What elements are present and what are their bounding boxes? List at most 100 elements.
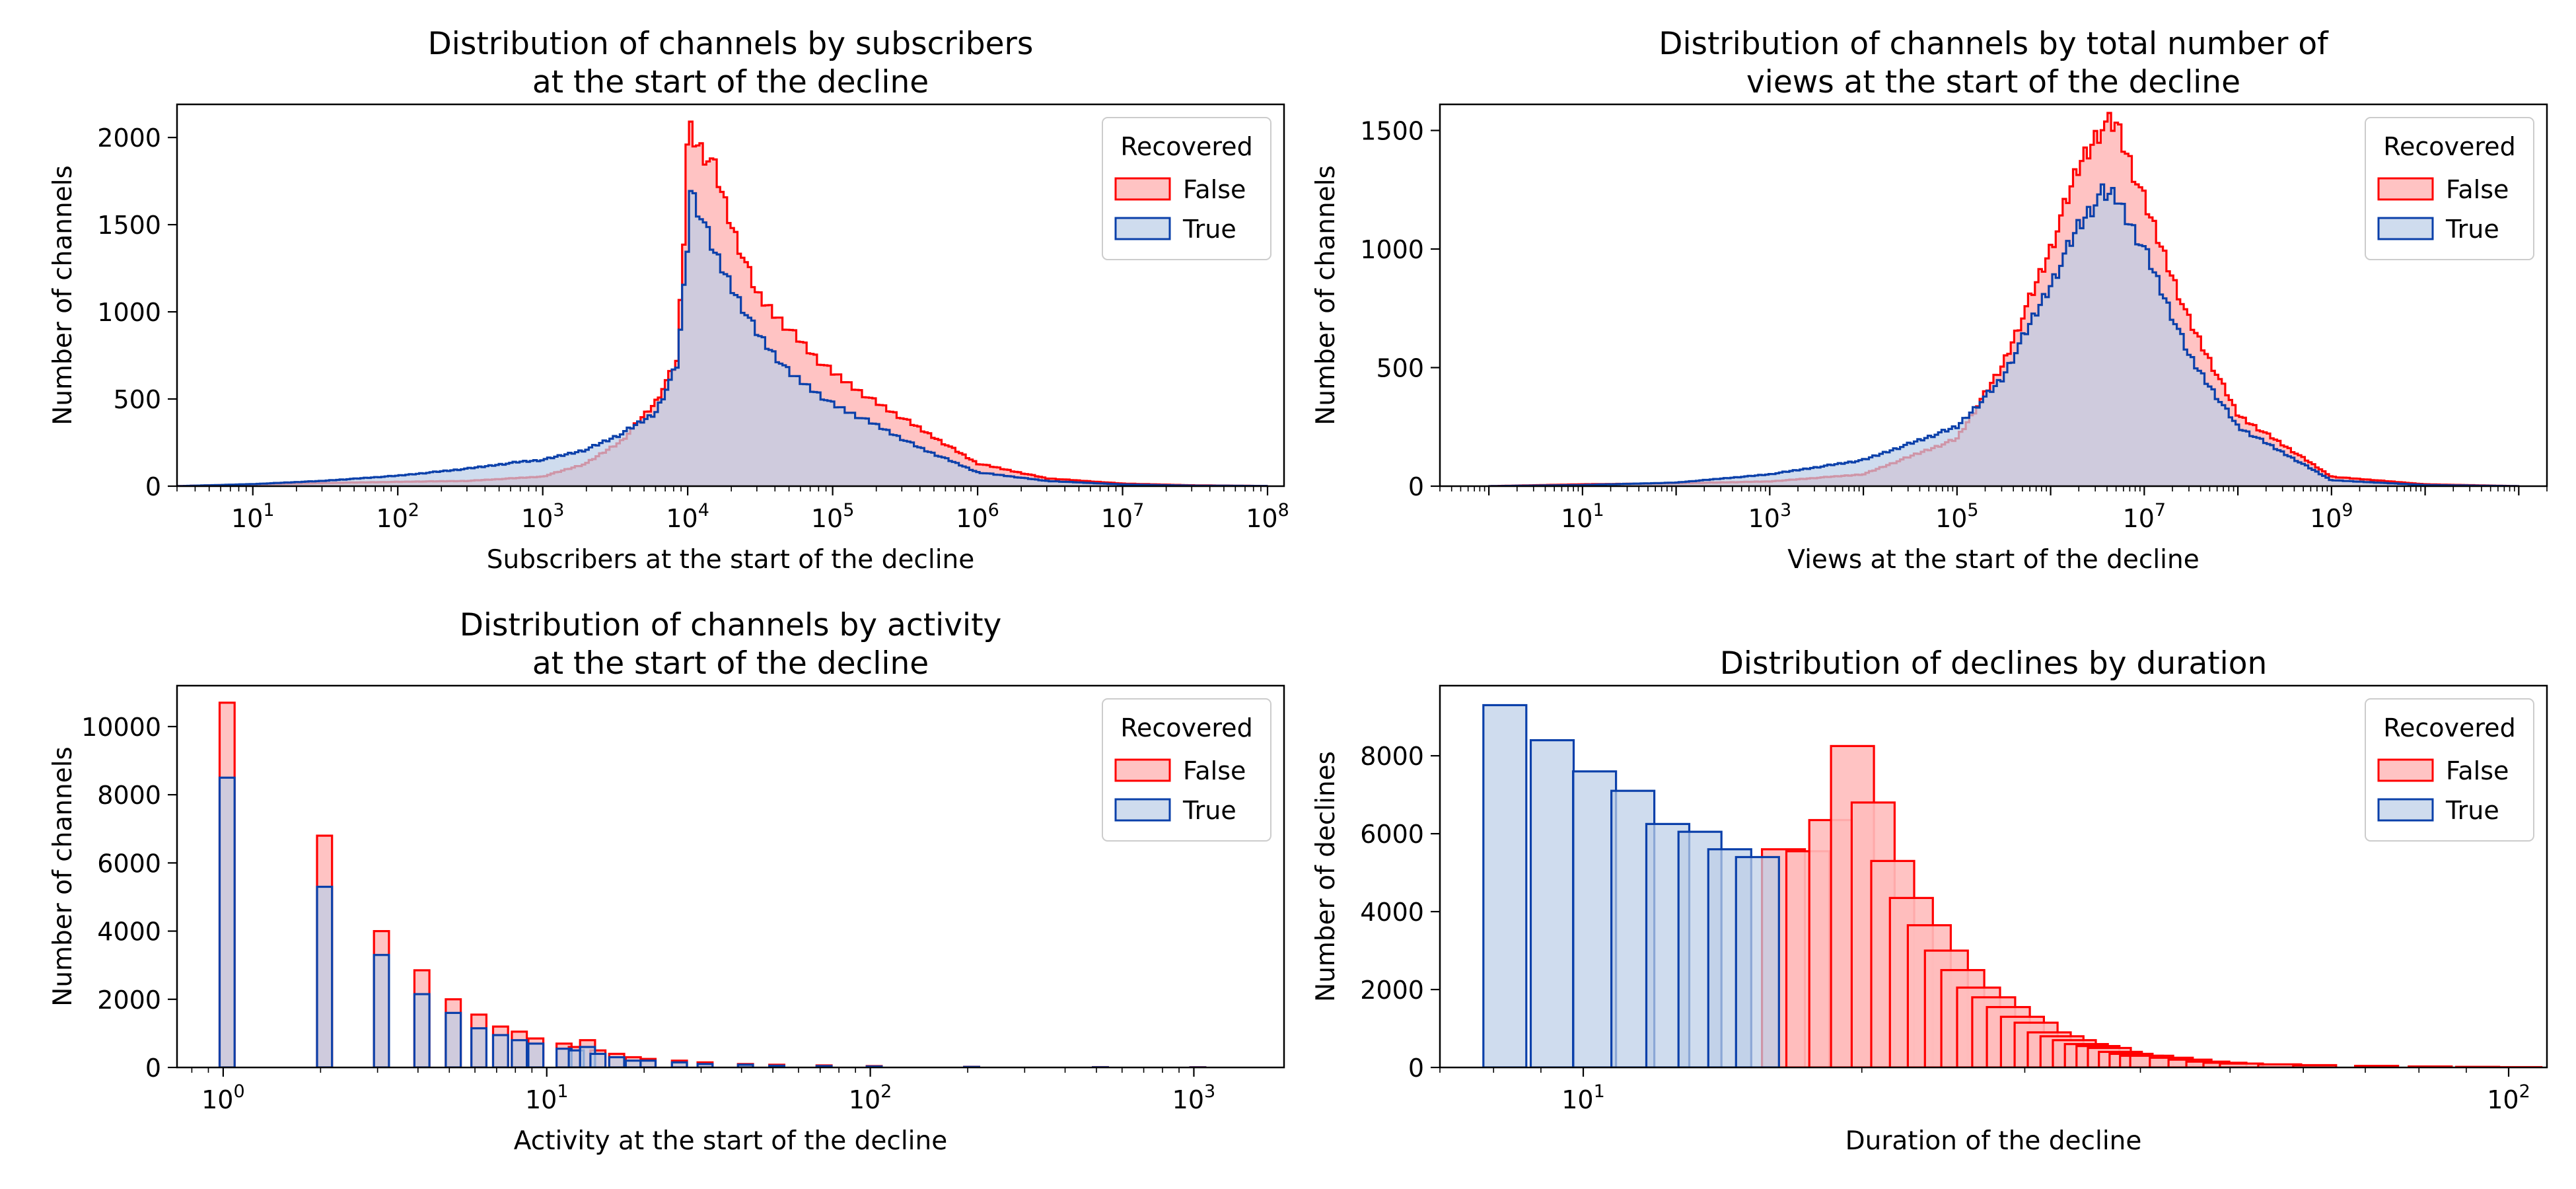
bar (1572, 770, 1618, 1067)
legend-label-false: False (1183, 756, 1246, 785)
x-tick-label: 101 (1561, 1081, 1605, 1114)
y-tick-label: 1000 (1360, 235, 1424, 264)
plot-area (218, 702, 1207, 1067)
legend-swatch-false (1114, 177, 1171, 201)
legend-swatch-true (2377, 217, 2434, 240)
x-axis: 100 101 102 103 (191, 1067, 1216, 1114)
x-tick-label: 102 (2487, 1081, 2530, 1114)
legend-swatch-false (2377, 758, 2434, 782)
y-tick-label: 2000 (97, 124, 161, 153)
y-tick-label: 1500 (97, 211, 161, 240)
x-axis: 101 102 (1439, 1067, 2530, 1114)
histogram-area-true (177, 191, 1267, 486)
legend-swatch-true (2377, 798, 2434, 822)
series-false (218, 702, 1207, 1067)
bar (491, 1034, 509, 1067)
bar (589, 1052, 607, 1067)
legend-swatch-false (2377, 177, 2434, 201)
chart-title-line: Distribution of channels by total number… (1659, 26, 2329, 62)
bar (2292, 1063, 2338, 1067)
legend-title: Recovered (1120, 713, 1252, 742)
axes-frame (1439, 103, 2548, 487)
legend: Recovered False True (1102, 698, 1271, 842)
bar (1529, 739, 1575, 1067)
y-axis-label: Number of channels (1311, 165, 1341, 425)
y-tick-label: 0 (145, 1054, 161, 1083)
x-axis-label: Activity at the start of the decline (514, 1126, 947, 1156)
chart-title-line: Distribution of declines by duration (1720, 645, 2268, 682)
x-tick-label: 103 (521, 500, 565, 533)
y-axis-label: Number of channels (48, 746, 78, 1007)
x-tick-label: 102 (376, 500, 419, 533)
legend-title: Recovered (2383, 713, 2515, 742)
series-false (1761, 744, 2543, 1067)
legend-title: Recovered (2383, 132, 2515, 161)
bar (413, 993, 431, 1067)
x-tick-label: 107 (2123, 500, 2166, 533)
plot-area (1482, 703, 2543, 1067)
y-axis: 0 2000 4000 6000 8000 (1360, 742, 1440, 1083)
legend-label-true: True (2445, 215, 2499, 244)
y-axis: 0 500 1000 1500 2000 (97, 124, 177, 501)
legend: Recovered False True (2365, 698, 2534, 842)
series-true (1482, 703, 1780, 1067)
x-tick-label: 101 (231, 500, 275, 533)
plot-area (177, 120, 1268, 486)
y-tick-label: 6000 (97, 849, 161, 878)
histogram-outline-true (177, 190, 1268, 486)
bar (670, 1061, 688, 1067)
bar (527, 1042, 545, 1067)
bar (736, 1063, 754, 1067)
x-tick-label: 102 (849, 1081, 892, 1114)
chart-title: Distribution of channels by total number… (1659, 26, 2329, 100)
y-tick-label: 2000 (1360, 976, 1424, 1005)
y-tick-label: 8000 (1360, 742, 1424, 771)
legend-label-false: False (1183, 175, 1246, 204)
x-axis-label: Views at the start of the decline (1787, 545, 2199, 575)
y-axis-label: Number of declines (1311, 751, 1341, 1002)
y-tick-label: 0 (145, 472, 161, 501)
y-tick-label: 500 (113, 385, 161, 414)
x-tick-label: 103 (1172, 1081, 1216, 1114)
y-tick-label: 1000 (97, 298, 161, 327)
axes-frame (176, 103, 1285, 487)
x-tick-label: 106 (956, 500, 999, 533)
y-tick-label: 2000 (97, 986, 161, 1015)
legend: Recovered False True (2365, 117, 2534, 260)
y-axis-label: Number of channels (48, 165, 78, 425)
plot-area (1488, 112, 2520, 486)
legend-swatch-true (1114, 217, 1171, 240)
y-axis: 0 500 1000 1500 (1360, 116, 1440, 501)
chart-title-line: at the start of the decline (532, 64, 929, 100)
legend: Recovered False True (1102, 117, 1271, 260)
y-tick-label: 4000 (97, 918, 161, 947)
x-tick-label: 100 (201, 1081, 245, 1114)
y-tick-label: 1500 (1360, 116, 1424, 145)
chart-title-line: views at the start of the decline (1746, 64, 2240, 100)
legend-title: Recovered (1120, 132, 1252, 161)
x-tick-label: 109 (2310, 500, 2353, 533)
histogram-outline-true (1488, 183, 2520, 486)
legend-label-false: False (2446, 175, 2509, 204)
legend-label-true: True (1182, 796, 1236, 825)
bar (768, 1064, 785, 1067)
y-tick-label: 0 (1408, 472, 1424, 501)
y-axis: 0 2000 4000 6000 8000 10000 (81, 713, 177, 1083)
x-tick-label: 105 (1935, 500, 1979, 533)
series-true (1488, 183, 2520, 486)
legend-swatch-false (1114, 758, 1171, 782)
chart-title-line: Distribution of channels by subscribers (428, 26, 1034, 62)
legend-label-true: True (2445, 796, 2499, 825)
x-tick-label: 105 (811, 500, 855, 533)
axes-frame (176, 684, 1285, 1069)
chart-title-line: Distribution of channels by activity (460, 607, 1002, 643)
bar (218, 776, 236, 1067)
y-tick-label: 6000 (1360, 820, 1424, 849)
x-tick-label: 101 (525, 1081, 569, 1114)
bar (639, 1060, 657, 1067)
x-axis-label: Subscribers at the start of the decline (487, 545, 975, 575)
y-tick-label: 8000 (97, 781, 161, 810)
bar (608, 1056, 626, 1067)
x-tick-label: 108 (1246, 500, 1289, 533)
